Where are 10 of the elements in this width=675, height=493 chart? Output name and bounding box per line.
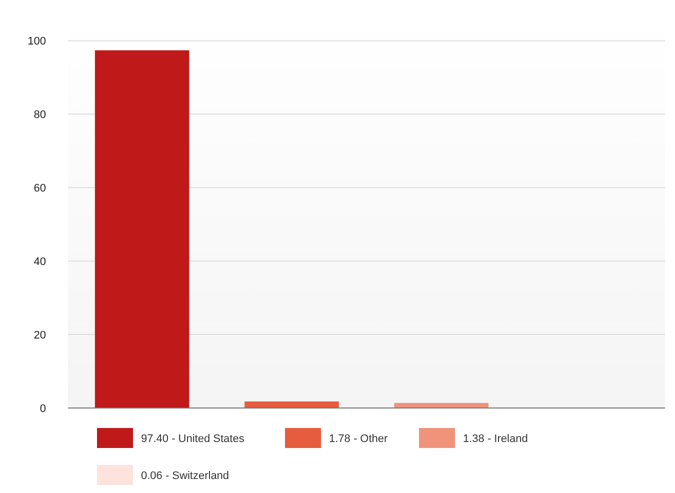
y-tick-label: 80 <box>34 109 46 122</box>
y-tick-label: 60 <box>34 182 46 194</box>
legend-label: 1.38 - Ireland <box>463 433 528 445</box>
y-tick-label: 0 <box>40 402 46 415</box>
legend-label: 1.78 - Other <box>329 433 388 445</box>
y-tick-label: 20 <box>34 329 46 342</box>
legend-label: 0.06 - Switzerland <box>141 470 230 482</box>
y-tick-label: 40 <box>34 256 46 268</box>
y-tick-label: 100 <box>28 36 46 48</box>
legend-label: 97.40 - United States <box>141 433 245 445</box>
